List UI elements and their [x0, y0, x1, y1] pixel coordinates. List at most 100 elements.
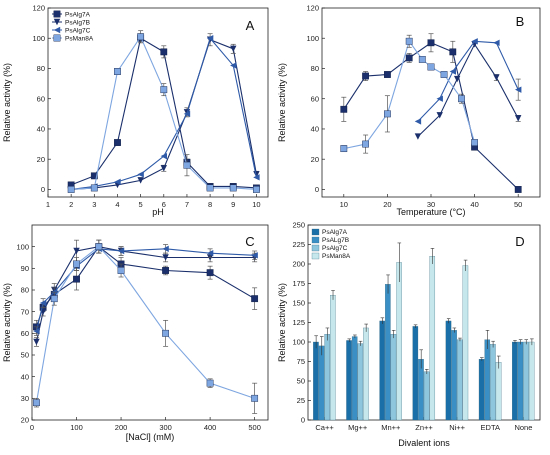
- series-psalg7c: [324, 327, 529, 421]
- bar: [363, 327, 369, 421]
- data-point: [160, 86, 168, 94]
- data-point: [117, 267, 125, 274]
- x-axis-label: pH: [152, 207, 164, 217]
- data-point: [414, 133, 422, 140]
- series-line: [35, 245, 255, 328]
- panel-b: 0 20 40 60 80 100 120 10 20 30 40 50 Temperature (°C…: [277, 4, 541, 217]
- series-psman8a: [67, 30, 260, 193]
- y-tick-label: 60: [311, 94, 319, 103]
- bar: [330, 295, 336, 421]
- legend-marker: [53, 10, 61, 18]
- x-tick-label: Ni++: [449, 423, 465, 432]
- x-tick-label: 100: [70, 423, 83, 432]
- x-tick-label: 3: [92, 200, 96, 209]
- y-tick-label: 20: [37, 155, 45, 164]
- data-point: [340, 145, 348, 153]
- panel-d: 0 25 50 75 100 125 150 175 200 225 250 Divalent ion…: [277, 221, 541, 448]
- data-point: [114, 68, 121, 75]
- y-tick-label: 40: [311, 125, 319, 134]
- y-tick-label: 60: [21, 329, 29, 338]
- series-psalg7a: [340, 33, 522, 193]
- y-axis-label: Relative activity (%): [277, 63, 287, 142]
- plot-frame: [47, 7, 269, 198]
- bar: [490, 344, 496, 421]
- bar: [390, 334, 397, 421]
- data-point: [440, 71, 448, 78]
- panel-letter: A: [246, 18, 255, 33]
- series-line: [35, 245, 255, 403]
- x-tick-label: None: [514, 423, 532, 432]
- data-point: [514, 186, 522, 193]
- x-tick-label: 40: [470, 200, 478, 209]
- y-tick-label: 90: [21, 264, 29, 273]
- bar: [478, 359, 485, 421]
- series-line: [417, 43, 519, 137]
- y-tick-label: 40: [21, 372, 29, 381]
- data-point: [73, 247, 80, 255]
- data-point: [493, 39, 500, 46]
- data-point: [253, 174, 260, 181]
- series-line: [35, 246, 255, 343]
- series-line: [35, 248, 255, 332]
- data-point: [117, 247, 125, 255]
- data-point: [384, 110, 391, 118]
- data-point: [73, 260, 80, 268]
- bar: [385, 284, 391, 421]
- y-tick-label: 100: [16, 242, 29, 251]
- y-tick-label: 125: [292, 318, 305, 327]
- bar: [313, 341, 319, 421]
- data-point: [114, 178, 121, 186]
- y-tick-label: 80: [311, 64, 319, 73]
- y-tick-label: 0: [315, 185, 319, 194]
- y-tick-label: 40: [37, 125, 45, 134]
- y-tick-label: 30: [21, 394, 29, 403]
- bar: [512, 341, 518, 421]
- data-point: [251, 295, 259, 303]
- data-point: [405, 54, 413, 62]
- data-point: [515, 86, 522, 93]
- data-point: [160, 152, 167, 160]
- data-point: [90, 172, 98, 180]
- data-point: [33, 327, 40, 335]
- x-tick-label: 2: [69, 200, 73, 209]
- plot-frame: [31, 224, 269, 421]
- x-tick-label: 300: [159, 423, 172, 432]
- y-tick-label: 100: [306, 34, 319, 43]
- legend-swatch: [311, 228, 320, 236]
- x-axis-label: Divalent ions: [398, 438, 450, 448]
- bar: [451, 330, 457, 421]
- y-tick-label: 50: [297, 377, 305, 386]
- bar: [462, 265, 469, 421]
- data-point: [230, 62, 237, 69]
- legend-marker: [53, 26, 61, 34]
- series-psalg7c: [33, 244, 258, 336]
- data-point: [449, 68, 456, 75]
- y-tick-label: 50: [21, 351, 29, 360]
- y-tick-label: 25: [297, 396, 305, 405]
- panel-letter: C: [245, 234, 254, 249]
- y-tick-label: 60: [37, 94, 45, 103]
- legend-marker: [53, 34, 61, 42]
- legend-label: PsAlg7C: [322, 245, 348, 252]
- data-point: [436, 95, 443, 102]
- data-point: [253, 186, 260, 193]
- data-point: [162, 245, 169, 253]
- data-point: [206, 379, 214, 387]
- y-axis-label: Relative activity (%): [2, 63, 12, 142]
- y-tick-label: 100: [32, 34, 45, 43]
- x-tick-label: Mg++: [348, 423, 368, 432]
- data-point: [206, 249, 214, 257]
- panel-letter: D: [515, 234, 524, 249]
- legend-label: PsAlg7A: [65, 11, 91, 18]
- series-line: [417, 40, 519, 122]
- bar: [396, 262, 402, 421]
- data-point: [362, 72, 369, 80]
- y-tick-label: 175: [292, 279, 305, 288]
- x-tick-label: 10: [252, 200, 260, 209]
- bar: [412, 326, 419, 421]
- x-tick-label: 30: [427, 200, 435, 209]
- data-point: [33, 338, 40, 346]
- y-tick-label: 100: [292, 338, 305, 347]
- y-tick-label: 20: [311, 155, 319, 164]
